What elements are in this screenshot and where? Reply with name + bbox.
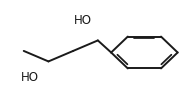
Text: HO: HO (21, 71, 38, 84)
Text: HO: HO (74, 14, 92, 28)
